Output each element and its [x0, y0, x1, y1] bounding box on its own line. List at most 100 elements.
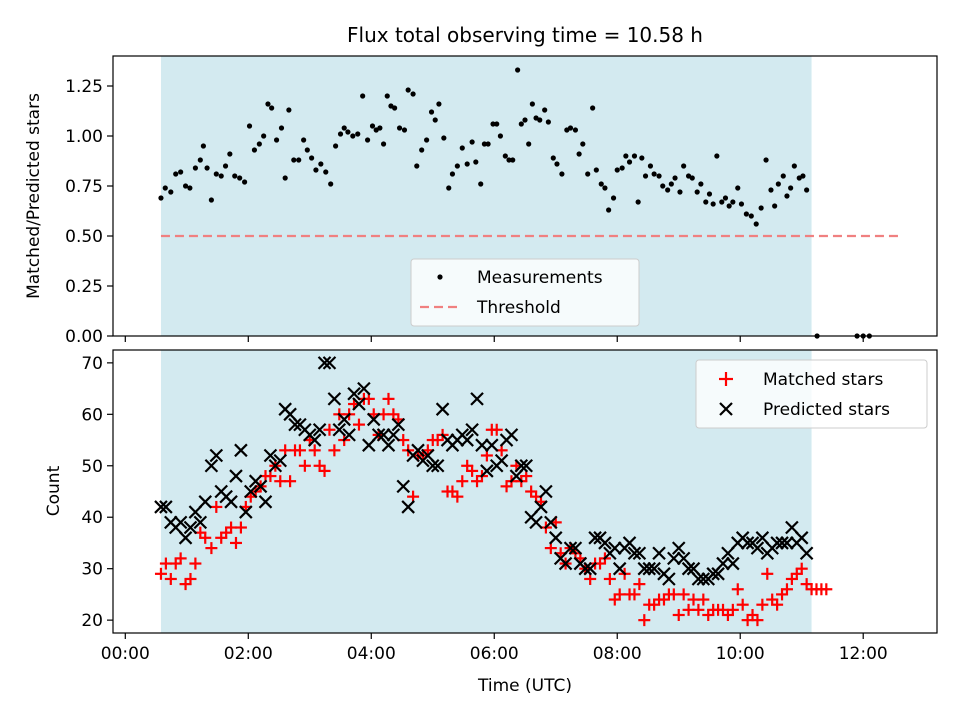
measurement-point — [213, 171, 219, 177]
measurement-point — [273, 137, 280, 143]
measurement-point — [753, 221, 759, 227]
predicted-star-point — [662, 572, 676, 586]
measurement-point — [449, 171, 456, 177]
predicted-star-point — [312, 422, 327, 437]
predicted-star-point — [514, 458, 529, 473]
measurement-point — [208, 197, 214, 203]
measurement-point — [341, 125, 347, 131]
measurement-point — [173, 171, 179, 177]
matched-star-point — [736, 598, 749, 611]
matched-star-point — [189, 557, 202, 570]
matched-star-point — [456, 475, 469, 488]
predicted-star-point — [239, 505, 253, 519]
measurement-point — [405, 87, 411, 93]
legend-matched-marker — [719, 372, 733, 386]
measurement-point — [478, 181, 484, 187]
matched-star-point — [697, 593, 710, 606]
predicted-star-point — [544, 515, 558, 530]
predicted-star-point — [154, 500, 168, 514]
predicted-star-point — [425, 458, 440, 473]
measurement-point — [158, 195, 164, 201]
measurement-point — [606, 207, 612, 213]
top-x-ticks — [124, 336, 864, 342]
measurement-point — [506, 157, 512, 163]
predicted-star-point — [485, 438, 499, 452]
predicted-star-point — [401, 500, 415, 514]
matched-star-point — [692, 603, 705, 616]
measurement-point — [694, 189, 700, 195]
matched-star-point — [284, 475, 297, 488]
measurement-point — [784, 193, 790, 199]
predicted-star-point — [283, 407, 297, 422]
predicted-star-point — [347, 386, 361, 401]
predicted-star-point — [716, 556, 730, 571]
bottom-y-axis-label: Count — [44, 465, 64, 516]
predicted-star-point — [696, 572, 711, 586]
x-tick-label: 04:00 — [347, 644, 396, 664]
predicted-star-point — [258, 495, 273, 509]
measurement-point — [485, 141, 491, 147]
predicted-star-point — [652, 546, 666, 561]
measurement-point — [626, 159, 633, 165]
predicted-star-point — [159, 500, 173, 514]
predicted-star-point — [391, 417, 406, 432]
matched-star-point — [466, 464, 479, 477]
measurement-point — [313, 167, 319, 173]
chart-title: Flux total observing time = 10.58 h — [347, 23, 703, 47]
bottom-plot-frame — [112, 349, 938, 634]
measurement-point — [550, 155, 556, 161]
predicted-star-point — [470, 392, 484, 406]
matched-star-point — [184, 572, 197, 585]
measurement-point — [436, 101, 442, 107]
predicted-star-point — [381, 438, 396, 452]
measurement-point — [369, 123, 376, 129]
measurement-point — [647, 163, 654, 169]
matched-star-point — [490, 423, 503, 436]
matched-star-point — [308, 444, 321, 457]
predicted-star-point — [352, 397, 366, 411]
measurement-point — [763, 157, 769, 163]
predicted-star-point — [627, 546, 642, 561]
measurement-point — [168, 189, 174, 195]
predicted-star-point — [376, 428, 391, 442]
predicted-star-point — [273, 453, 288, 468]
measurement-point — [218, 173, 224, 179]
predicted-star-point — [494, 453, 509, 468]
predicted-star-point — [362, 438, 376, 452]
predicted-star-point — [288, 417, 302, 432]
predicted-star-point — [198, 495, 213, 509]
predicted-star-point — [332, 422, 347, 437]
bottom-legend-box — [695, 359, 928, 429]
measurement-point — [441, 135, 447, 141]
matched-star-point — [672, 608, 685, 621]
legend-measurements-marker — [437, 274, 443, 280]
predicted-star-point — [421, 448, 435, 463]
measurement-point — [232, 173, 238, 179]
legend-measurements-label: Measurements — [477, 268, 603, 288]
measurement-point — [768, 187, 774, 193]
top-legend-box — [410, 258, 640, 327]
measurement-point — [323, 169, 329, 175]
predicted-star-point — [337, 412, 351, 427]
measurement-point — [735, 185, 741, 191]
measurement-point — [585, 171, 591, 177]
predicted-star-point — [460, 433, 474, 447]
matched-star-point — [780, 583, 793, 596]
matched-star-point — [382, 392, 395, 405]
predicted-star-point — [519, 458, 534, 473]
matched-star-point — [451, 490, 464, 503]
measurement-point — [681, 163, 687, 169]
measurement-point — [631, 153, 638, 159]
x-tick-label: 00:00 — [101, 644, 150, 664]
matched-star-point — [731, 583, 744, 596]
predicted-star-point — [548, 531, 563, 545]
matched-star-point — [293, 444, 306, 457]
measurement-point — [743, 211, 749, 217]
predicted-star-point — [608, 541, 622, 555]
measurement-point — [730, 199, 736, 205]
predicted-star-point — [642, 561, 656, 576]
predicted-star-point — [386, 428, 401, 442]
measurement-point — [502, 153, 508, 159]
predicted-star-point — [588, 531, 602, 545]
predicted-star-point — [509, 469, 524, 483]
